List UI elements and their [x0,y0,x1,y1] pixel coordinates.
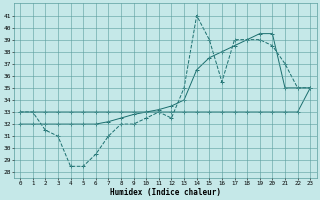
X-axis label: Humidex (Indice chaleur): Humidex (Indice chaleur) [110,188,220,197]
